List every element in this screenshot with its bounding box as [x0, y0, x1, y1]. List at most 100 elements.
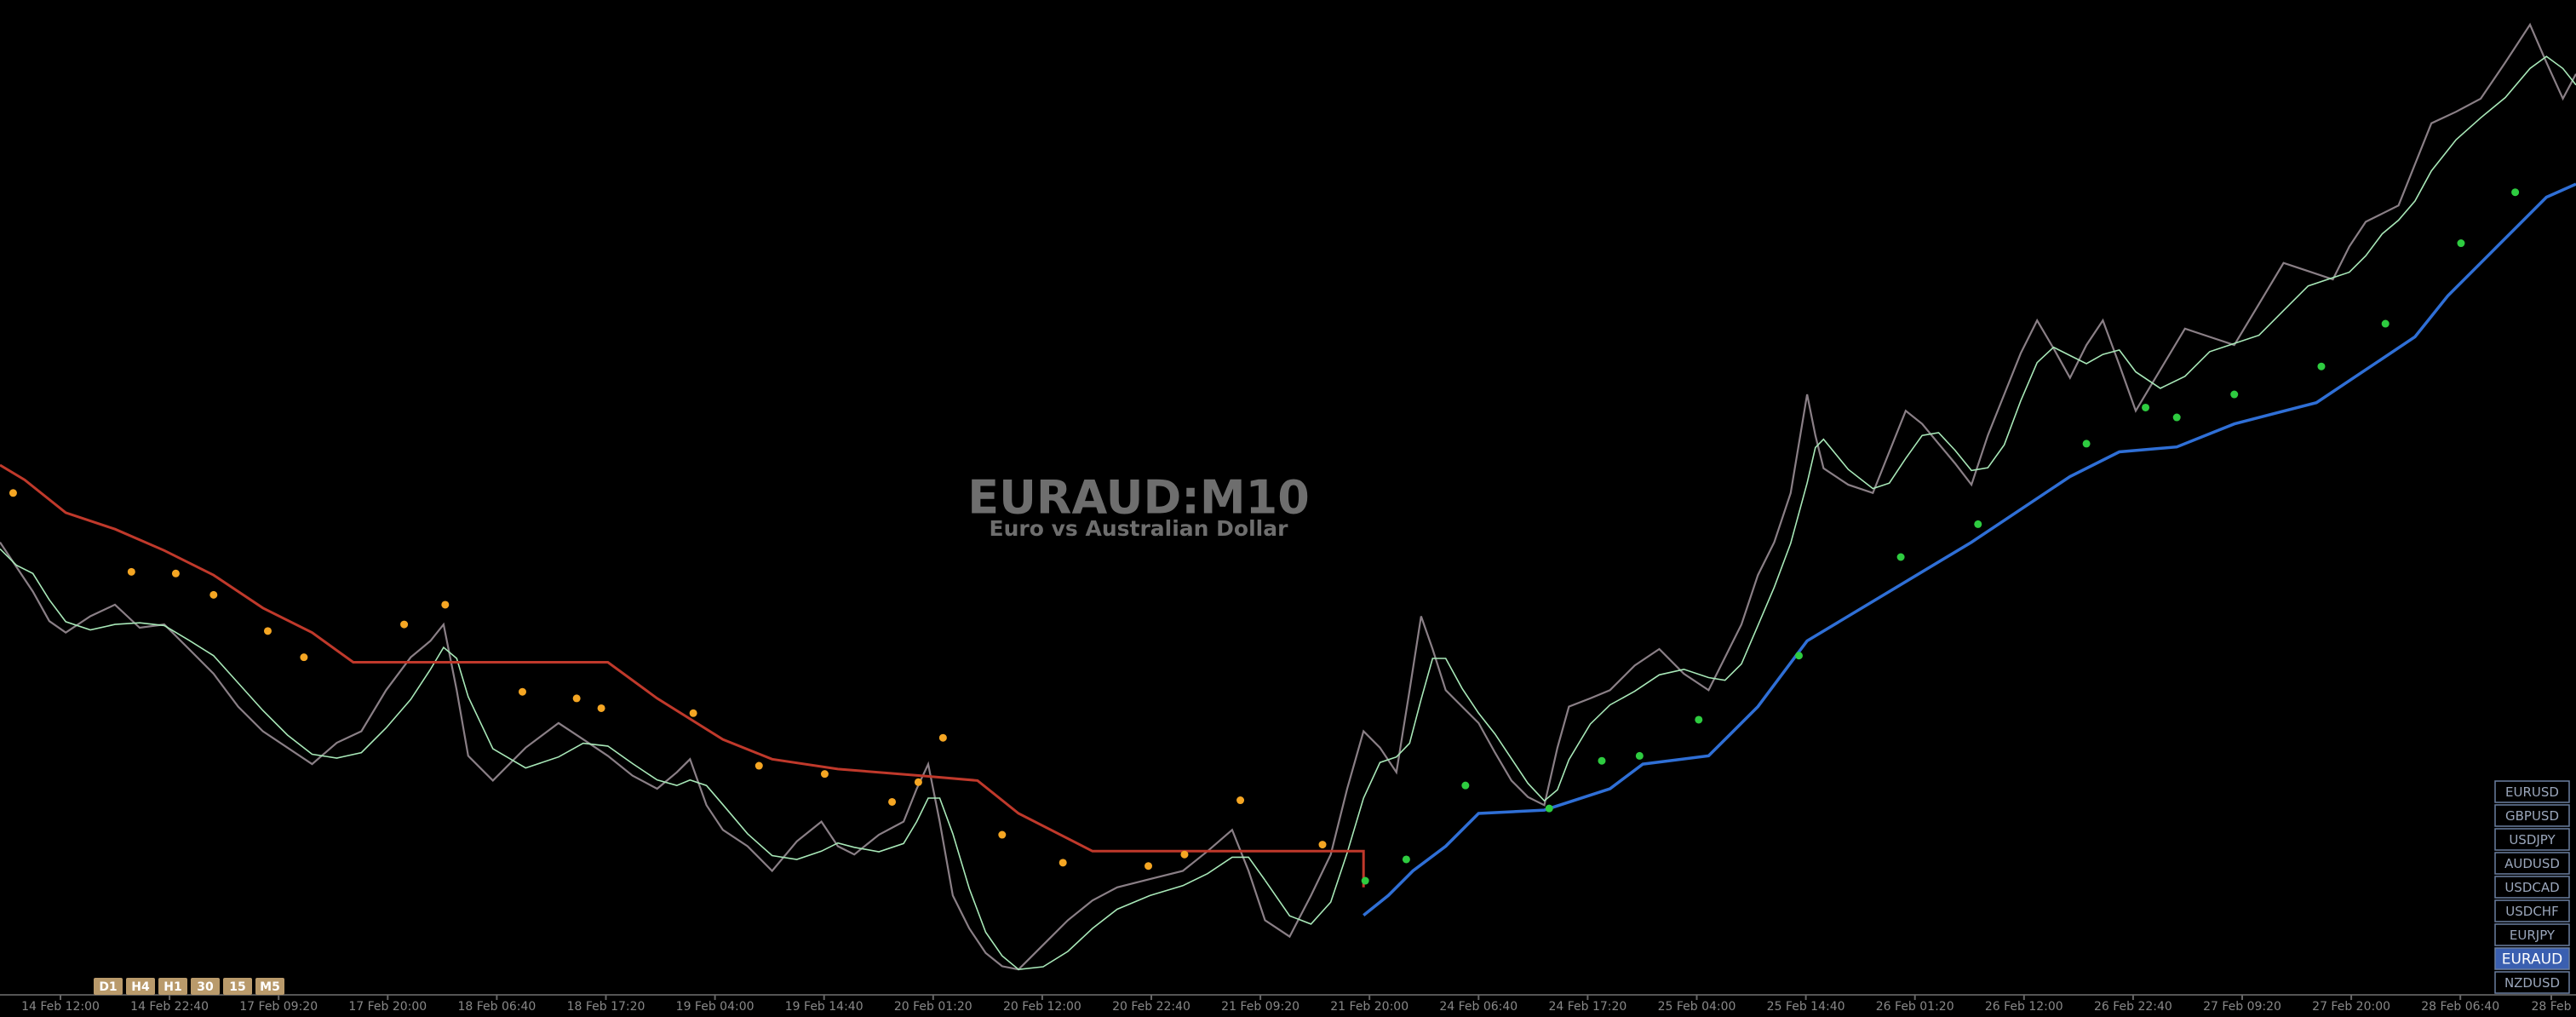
x-axis-label: 17 Feb 20:00 — [348, 1000, 427, 1014]
x-axis-label: 18 Feb 17:20 — [567, 1000, 645, 1014]
buy-signal-dot — [1695, 715, 1703, 724]
sell-signal-dot — [1059, 859, 1067, 867]
x-axis-label: 26 Feb 12:00 — [1985, 1000, 2063, 1014]
symbol-button[interactable] — [2494, 780, 2570, 803]
buy-signal-dot — [2381, 319, 2390, 328]
chart-title: EURAUD:M10 — [967, 471, 1310, 525]
timeframe-label[interactable]: H4 — [131, 980, 150, 994]
symbol-label[interactable]: NZDUSD — [2504, 975, 2560, 991]
sell-signal-dot — [1318, 841, 1327, 849]
timeframe-label[interactable]: M5 — [260, 980, 280, 994]
buy-signal-dot — [1896, 553, 1905, 561]
symbol-button[interactable] — [2494, 876, 2570, 899]
buy-signal-dot — [2230, 390, 2239, 399]
sell-signal-dot — [938, 733, 947, 742]
symbol-label[interactable]: EURUSD — [2505, 784, 2559, 800]
timeframe-label[interactable]: H1 — [164, 980, 181, 994]
x-axis-label: 18 Feb 06:40 — [457, 1000, 536, 1014]
chart-subtitle: Euro vs Australian Dollar — [990, 516, 1289, 541]
buy-signal-dot — [1361, 876, 1369, 885]
symbol-button[interactable] — [2494, 828, 2570, 851]
timeframe-label[interactable]: D1 — [99, 980, 117, 994]
symbol-label[interactable]: USDCHF — [2505, 904, 2558, 919]
sell-signal-dot — [820, 770, 829, 779]
timeframe-label[interactable]: 30 — [197, 980, 214, 994]
buy-signal-dot — [2142, 403, 2150, 411]
sell-signal-dot — [171, 569, 180, 577]
timeframe-button[interactable] — [255, 978, 284, 995]
downtrend-stop-line — [0, 463, 1365, 888]
timeframe-bar: D1 H4 H1 30 15 M5 — [94, 978, 284, 995]
x-axis-label: 25 Feb 14:40 — [1767, 1000, 1845, 1014]
buy-signal-dot — [1974, 520, 1982, 528]
buy-signal-dot — [2082, 440, 2091, 448]
symbol-button[interactable] — [2494, 971, 2570, 994]
timeframe-button[interactable] — [126, 978, 155, 995]
sell-signal-dot — [754, 761, 763, 770]
symbol-label[interactable]: USDJPY — [2509, 832, 2556, 848]
timeframe-button[interactable] — [223, 978, 252, 995]
buy-signal-dot — [1635, 751, 1644, 760]
x-axis-label: 26 Feb 22:40 — [2094, 1000, 2172, 1014]
symbol-button[interactable] — [2494, 947, 2570, 970]
sell-signal-dot — [209, 590, 218, 599]
x-axis-label: 14 Feb 12:00 — [21, 1000, 100, 1014]
sell-signal-dot — [400, 620, 409, 629]
symbol-button[interactable] — [2494, 899, 2570, 922]
buy-signal-dot — [2511, 188, 2520, 197]
x-axis-label: 24 Feb 06:40 — [1439, 1000, 1517, 1014]
buy-signal-dot — [2457, 239, 2465, 248]
sell-signal-dot — [888, 797, 897, 806]
uptrend-stop-line — [1363, 182, 2576, 916]
buy-signal-dot — [1402, 855, 1410, 864]
sell-signal-dot — [1145, 862, 1153, 870]
symbol-list: EURUSD GBPUSD USDJPY AUDUSD USDCAD USDCHF EURJ… — [2494, 780, 2570, 994]
symbol-button[interactable] — [2494, 852, 2570, 875]
buy-signal-dot — [1461, 781, 1470, 790]
x-axis-label: 21 Feb 20:00 — [1330, 1000, 1408, 1014]
symbol-button[interactable] — [2494, 804, 2570, 827]
timeframe-button[interactable] — [94, 978, 123, 995]
x-axis-label: 26 Feb 01:20 — [1876, 1000, 1954, 1014]
x-axis-label: 19 Feb 04:00 — [676, 1000, 754, 1014]
x-axis-labels: 14 Feb 12:00 14 Feb 22:40 17 Feb 09:20 17 F… — [21, 995, 2572, 1014]
timeframe-button[interactable] — [158, 978, 187, 995]
sell-signal-dot — [9, 489, 17, 497]
sell-signal-dot — [518, 687, 526, 696]
x-axis-label: 17 Feb 09:20 — [239, 1000, 318, 1014]
moving-average — [1264, 55, 2576, 925]
moving-average — [0, 548, 1266, 971]
sell-signal-dot — [300, 653, 308, 662]
x-axis-label: 14 Feb 22:40 — [130, 1000, 209, 1014]
x-axis-label: 27 Feb 20:00 — [2312, 1000, 2390, 1014]
sell-signal-dot — [998, 830, 1007, 839]
sell-signal-dot — [1180, 850, 1189, 859]
x-axis-label: 24 Feb 17:20 — [1548, 1000, 1626, 1014]
symbol-label[interactable]: AUDUSD — [2504, 856, 2560, 871]
x-axis-label: 20 Feb 22:40 — [1112, 1000, 1190, 1014]
buy-signal-dot — [2172, 413, 2181, 422]
sell-signal-dot — [441, 600, 450, 609]
sell-signal-dot — [689, 709, 697, 717]
sell-signal-dot — [263, 627, 272, 635]
x-axis-label: 28 Feb — [2531, 1000, 2571, 1014]
symbol-label[interactable]: EURJPY — [2510, 928, 2556, 943]
sell-signal-dot — [572, 694, 581, 703]
buy-signal-dot — [1598, 756, 1606, 765]
timeframe-button[interactable] — [191, 978, 220, 995]
timeframe-label[interactable]: 15 — [229, 980, 245, 994]
x-axis-label: 27 Feb 09:20 — [2203, 1000, 2281, 1014]
x-axis-label: 20 Feb 01:20 — [894, 1000, 972, 1014]
symbol-button[interactable] — [2494, 923, 2570, 946]
buy-signal-dot — [1545, 804, 1553, 813]
plot-area — [0, 22, 2576, 971]
symbol-label[interactable]: USDCAD — [2504, 880, 2559, 895]
buy-signal-dot — [1794, 652, 1803, 660]
symbol-label[interactable]: EURAUD — [2502, 951, 2562, 968]
sell-signal-dot — [597, 704, 605, 712]
sell-signal-dot — [127, 567, 135, 576]
symbol-label[interactable]: GBPUSD — [2505, 808, 2559, 824]
